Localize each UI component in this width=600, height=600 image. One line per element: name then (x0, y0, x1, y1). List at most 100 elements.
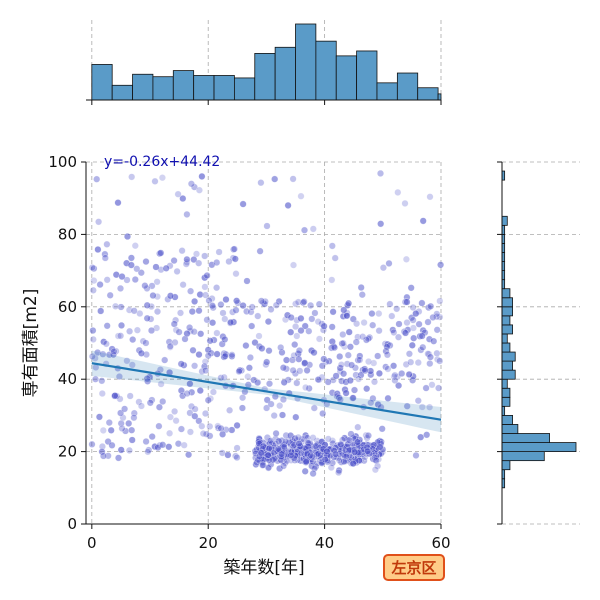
scatter-point (155, 422, 163, 430)
scatter-point (221, 352, 229, 360)
scatter-point (165, 338, 173, 346)
scatter-point (367, 399, 375, 407)
scatter-point (201, 409, 210, 418)
scatter-point (98, 389, 106, 398)
scatter-point (377, 220, 385, 228)
scatter-point (225, 257, 233, 266)
scatter-point (172, 316, 180, 324)
scatter-point (217, 424, 225, 432)
scatter-point (363, 434, 371, 442)
scatter-point (355, 375, 363, 383)
scatter-point (114, 454, 123, 462)
top-hist-bar (254, 53, 276, 101)
scatter-point (103, 276, 111, 284)
scatter-point (206, 337, 214, 345)
scatter-point (251, 339, 259, 347)
scatter-point (425, 335, 433, 343)
scatter-point (372, 457, 380, 465)
scatter-point (110, 347, 118, 355)
right-histogram (497, 161, 580, 525)
scatter-point (215, 248, 223, 256)
scatter-point (208, 302, 216, 310)
scatter-point (152, 263, 160, 271)
scatter-point (401, 329, 410, 337)
scatter-point (365, 358, 373, 366)
scatter-point (185, 451, 193, 459)
scatter-point (242, 342, 250, 350)
scatter-point (367, 367, 375, 375)
scatter-point (173, 267, 181, 275)
scatter-point (369, 321, 377, 329)
scatter-point (205, 296, 213, 305)
scatter-point (157, 249, 165, 257)
scatter-point (129, 336, 137, 344)
scatter-point (186, 324, 194, 332)
scatter-point (201, 358, 209, 366)
scatter-point (106, 291, 114, 299)
scatter-point (433, 326, 441, 334)
scatter-point (267, 400, 275, 408)
scatter-point (289, 175, 297, 183)
scatter-point (155, 403, 163, 411)
scatter-point (417, 433, 425, 441)
scatter-point (371, 466, 379, 474)
scatter-point (179, 281, 187, 289)
scatter-point (305, 327, 313, 335)
scatter-point (312, 442, 320, 450)
scatter-point (289, 261, 298, 269)
top-histogram (86, 20, 442, 105)
scatter-point (408, 341, 416, 349)
scatter-point (300, 226, 309, 234)
scatter-point (384, 365, 392, 373)
scatter-point (213, 258, 221, 267)
scatter-point (278, 450, 286, 458)
scatter-point (170, 320, 178, 328)
scatter-point (213, 329, 221, 337)
scatter-point (414, 359, 422, 367)
scatter-point (277, 343, 285, 352)
scatter-point (143, 301, 151, 309)
scatter-point (315, 300, 323, 308)
y-tick-label: 80 (58, 225, 77, 243)
scatter-point (188, 308, 196, 316)
scatter-point (91, 375, 100, 383)
scatter-point (166, 429, 174, 437)
scatter-point (422, 384, 430, 392)
scatter-point (425, 304, 433, 312)
scatter-point (337, 361, 345, 369)
x-axis-label: 築年数[年] (223, 558, 304, 578)
scatter-point (161, 356, 169, 364)
scatter-point (348, 361, 356, 369)
scatter-point (239, 394, 247, 402)
regression-line (91, 362, 442, 421)
scatter-point (244, 373, 252, 381)
scatter-point (125, 446, 133, 454)
scatter-point (295, 355, 303, 363)
scatter-point (117, 446, 125, 454)
scatter-point (188, 388, 196, 396)
scatter-point (191, 412, 199, 420)
scatter-point (297, 327, 305, 335)
scatter-point (186, 380, 194, 388)
scatter-point (309, 470, 317, 478)
top-hist-bar (417, 87, 439, 101)
scatter-point (131, 242, 139, 250)
scatter-point (303, 450, 311, 458)
scatter-point (308, 462, 316, 470)
scatter-point (250, 376, 258, 384)
scatter-point (376, 443, 384, 451)
scatter-point (344, 351, 352, 359)
scatter-point (95, 218, 103, 226)
scatter-point (394, 333, 403, 341)
scatter-point (291, 341, 299, 349)
scatter-point (179, 392, 187, 400)
scatter-point (429, 313, 437, 321)
scatter-point (102, 340, 110, 348)
scatter-point (395, 382, 403, 390)
scatter-point (297, 192, 305, 200)
scatter-point (263, 358, 271, 366)
scatter-point (428, 381, 436, 389)
scatter-point (340, 306, 348, 314)
scatter-point (153, 308, 162, 316)
scatter-point (296, 367, 304, 375)
